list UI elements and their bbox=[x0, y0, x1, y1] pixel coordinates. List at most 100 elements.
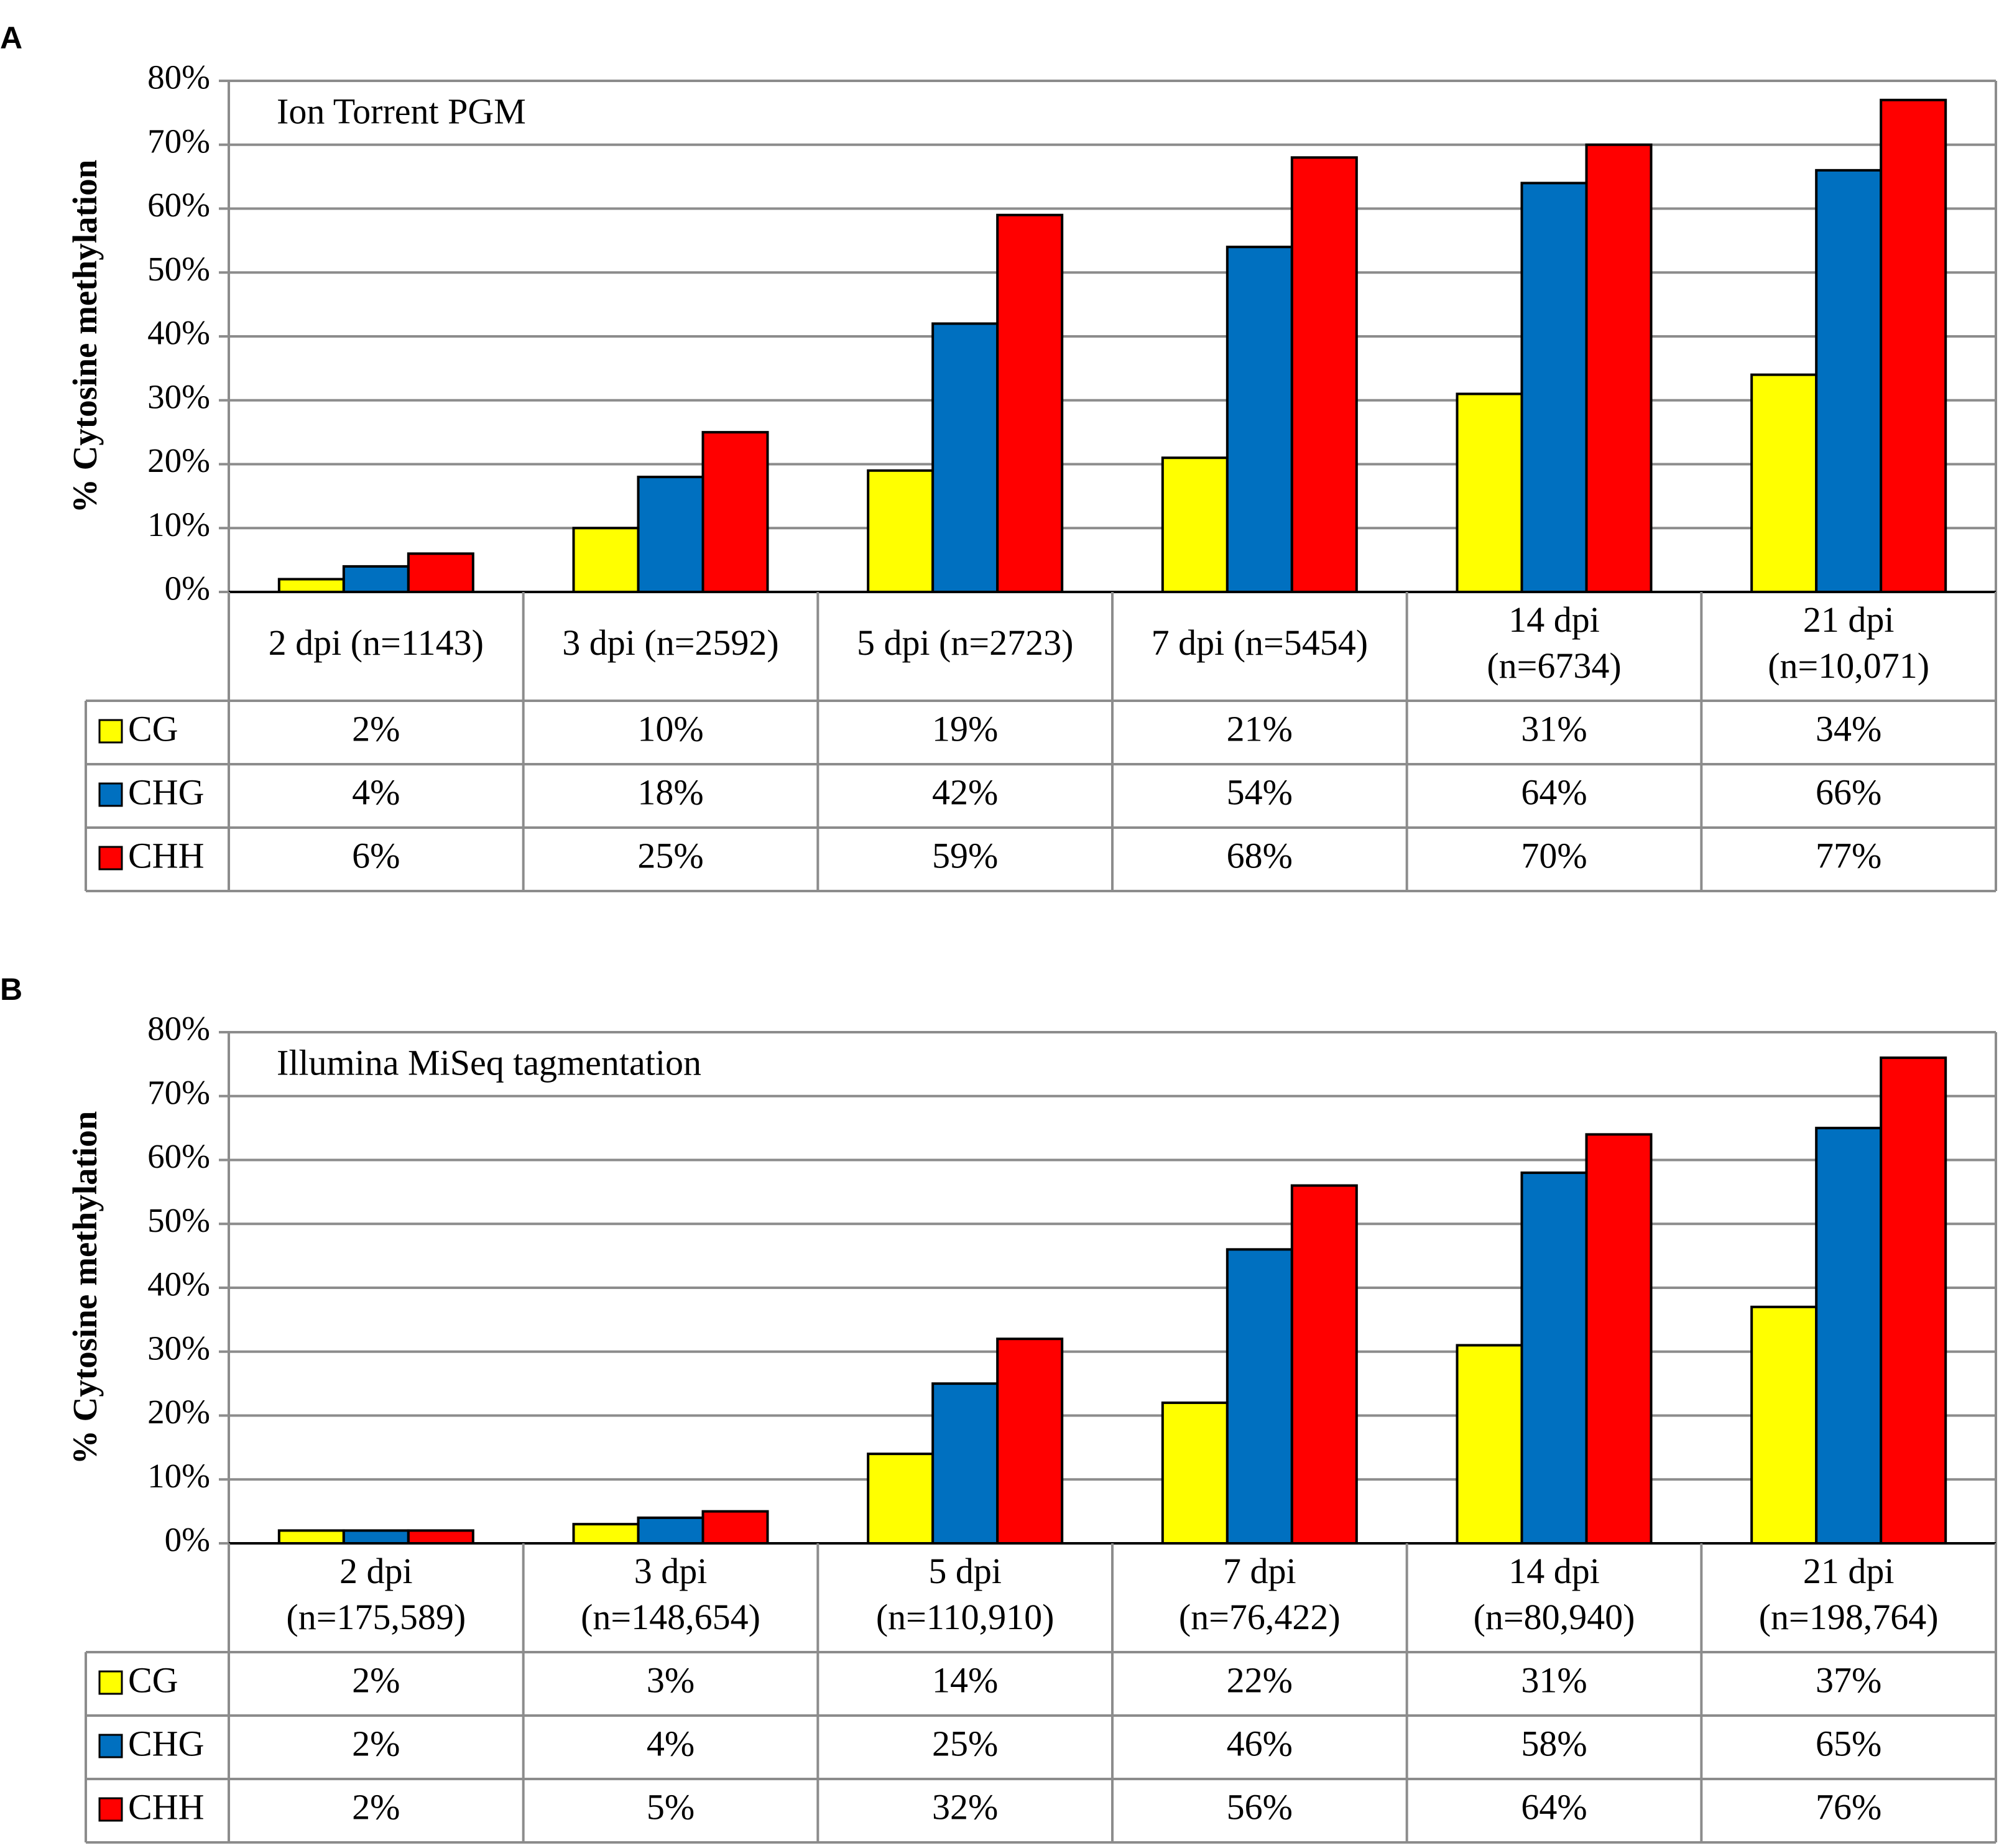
table-cell-chh: 64% bbox=[1521, 1786, 1587, 1827]
table-cell-chg: 4% bbox=[352, 772, 400, 812]
table-cell-cg: 37% bbox=[1816, 1660, 1881, 1700]
bar-cg-0 bbox=[277, 578, 345, 594]
category-label: 14 dpi bbox=[1508, 1551, 1600, 1591]
bar-chg-1 bbox=[637, 1516, 704, 1545]
legend-swatch-cg bbox=[98, 719, 123, 744]
bar-chh-5 bbox=[1880, 1056, 1947, 1545]
table-cell-cg: 19% bbox=[932, 708, 998, 749]
table-cell-chh: 25% bbox=[637, 835, 703, 875]
chart-panel-a: A 0% 10% 20% 30% 40% 50% 60% 70% 80% % Cytosine me… bbox=[0, 21, 1997, 892]
bar-chh-1 bbox=[701, 431, 769, 593]
legend-label-chh: CHH bbox=[128, 835, 204, 875]
y-tick-label: 70% bbox=[147, 1073, 210, 1111]
category-label: (n=80,940) bbox=[1474, 1597, 1635, 1637]
table-cell-chh: 6% bbox=[352, 835, 400, 875]
table-cell-chh: 2% bbox=[352, 1786, 400, 1827]
bar-chg-3 bbox=[1226, 246, 1293, 593]
bar-chh-5 bbox=[1880, 98, 1947, 593]
table-cell-chg: 42% bbox=[932, 772, 998, 812]
bar-cg-3 bbox=[1161, 456, 1229, 593]
y-tick-label: 20% bbox=[147, 1393, 210, 1431]
bar-cg-2 bbox=[867, 469, 935, 594]
bar-chh-0 bbox=[407, 552, 474, 593]
bar-chg-4 bbox=[1520, 182, 1588, 593]
bar-cg-3 bbox=[1161, 1401, 1229, 1545]
bar-chg-2 bbox=[931, 322, 999, 593]
category-label: (n=198,764) bbox=[1759, 1597, 1939, 1637]
category-label: (n=10,071) bbox=[1768, 645, 1929, 686]
bar-cg-4 bbox=[1456, 392, 1523, 593]
y-tick-label: 70% bbox=[147, 122, 210, 160]
category-label: (n=110,910) bbox=[876, 1597, 1055, 1637]
plot-title: Ion Torrent PGM bbox=[277, 91, 526, 131]
bar-cg-1 bbox=[572, 527, 640, 593]
legend-label-chh: CHH bbox=[128, 1786, 204, 1827]
bar-chh-3 bbox=[1290, 1184, 1358, 1545]
chart-panel-b: B 0% 10% 20% 30% 40% 50% 60% 70% 80% % Cytosine me… bbox=[0, 972, 1997, 1844]
y-axis-label: % Cytosine methylation bbox=[66, 160, 104, 513]
table-cell-cg: 2% bbox=[352, 708, 400, 749]
bar-chh-0 bbox=[407, 1529, 474, 1545]
legend-swatch-cg bbox=[98, 1670, 123, 1695]
table-cell-chg: 64% bbox=[1521, 772, 1587, 812]
bar-cg-5 bbox=[1750, 1305, 1818, 1545]
bar-chg-2 bbox=[931, 1382, 999, 1545]
table-cell-chh: 76% bbox=[1816, 1786, 1881, 1827]
table-cell-chg: 66% bbox=[1816, 772, 1881, 812]
bar-chg-4 bbox=[1520, 1171, 1588, 1545]
bar-chg-5 bbox=[1815, 169, 1883, 594]
category-label: 5 dpi bbox=[928, 1551, 1002, 1591]
y-tick-label: 60% bbox=[147, 1137, 210, 1175]
table-cell-chh: 68% bbox=[1227, 835, 1293, 875]
category-label: 21 dpi bbox=[1803, 1551, 1895, 1591]
bar-chh-2 bbox=[996, 213, 1064, 593]
table-cell-chg: 65% bbox=[1816, 1723, 1881, 1763]
category-label: 21 dpi bbox=[1803, 599, 1895, 640]
y-tick-label: 0% bbox=[165, 1521, 210, 1559]
legend-swatch-chh bbox=[98, 846, 123, 871]
table-cell-chg: 46% bbox=[1227, 1723, 1293, 1763]
category-label: 3 dpi bbox=[634, 1551, 708, 1591]
table-cell-chg: 4% bbox=[647, 1723, 695, 1763]
bar-cg-2 bbox=[867, 1453, 935, 1545]
table-cell-chh: 70% bbox=[1521, 835, 1587, 875]
y-tick-label: 50% bbox=[147, 250, 210, 288]
table-cell-cg: 21% bbox=[1227, 708, 1293, 749]
table-cell-chh: 32% bbox=[932, 1786, 998, 1827]
y-tick-label: 10% bbox=[147, 1457, 210, 1495]
table-cell-cg: 10% bbox=[637, 708, 703, 749]
category-label: (n=6734) bbox=[1487, 645, 1621, 686]
y-tick-label: 20% bbox=[147, 441, 210, 479]
y-tick-label: 10% bbox=[147, 506, 210, 543]
table-cell-cg: 22% bbox=[1227, 1660, 1293, 1700]
bar-chh-1 bbox=[701, 1510, 769, 1545]
bar-chh-3 bbox=[1290, 156, 1358, 594]
plot-title: Illumina MiSeq tagmentation bbox=[277, 1042, 701, 1083]
y-tick-label: 30% bbox=[147, 377, 210, 415]
bar-chg-0 bbox=[342, 1529, 410, 1545]
table-cell-cg: 3% bbox=[647, 1660, 695, 1700]
table-cell-chg: 58% bbox=[1521, 1723, 1587, 1763]
bar-chh-2 bbox=[996, 1337, 1064, 1545]
table-cell-chg: 54% bbox=[1227, 772, 1293, 812]
legend-swatch-chh bbox=[98, 1797, 123, 1822]
table-cell-cg: 14% bbox=[932, 1660, 998, 1700]
category-label: 3 dpi (n=2592) bbox=[562, 622, 778, 663]
y-tick-label: 50% bbox=[147, 1201, 210, 1239]
legend-swatch-chg bbox=[98, 1734, 123, 1758]
bar-chg-5 bbox=[1815, 1127, 1883, 1545]
panel-label: B bbox=[0, 972, 22, 1007]
y-tick-label: 40% bbox=[147, 314, 210, 352]
category-label: (n=76,422) bbox=[1179, 1597, 1341, 1637]
bar-cg-0 bbox=[277, 1529, 345, 1545]
table-cell-chh: 59% bbox=[932, 835, 998, 875]
category-label: (n=175,589) bbox=[286, 1597, 466, 1637]
table-cell-chg: 2% bbox=[352, 1723, 400, 1763]
y-tick-label: 30% bbox=[147, 1329, 210, 1367]
table-cell-chh: 77% bbox=[1816, 835, 1881, 875]
y-tick-label: 0% bbox=[165, 570, 210, 608]
bar-chg-3 bbox=[1226, 1248, 1293, 1545]
y-tick-label: 80% bbox=[147, 58, 210, 96]
table-cell-chg: 25% bbox=[932, 1723, 998, 1763]
